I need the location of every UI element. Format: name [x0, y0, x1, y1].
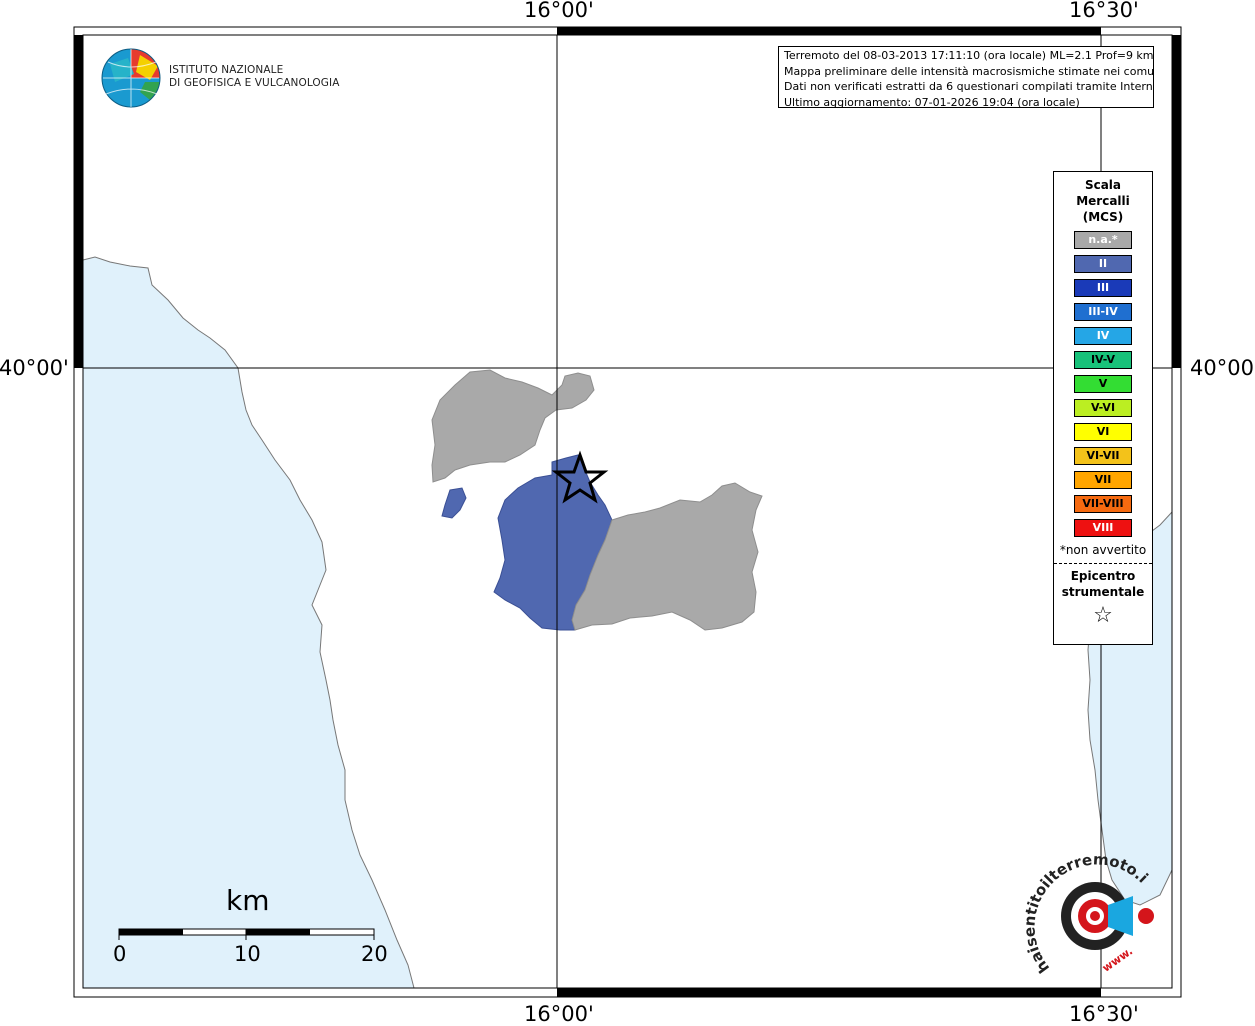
legend-epicenter-line2: strumentale [1061, 585, 1145, 599]
lon-label-bottom-16-00: 16°00' [524, 1002, 594, 1026]
scale-bar [118, 928, 375, 940]
tyrrhenian-sea [82, 256, 415, 989]
municipality-intensity-ii [493, 454, 613, 631]
mcs-legend: Scala Mercalli (MCS) n.a.* II III III-IV IV I… [1053, 171, 1153, 645]
legend-item: VII-VIII [1074, 495, 1132, 513]
scale-tick-20: 20 [361, 942, 388, 966]
event-info-line1: Terremoto del 08-03-2013 17:11:10 (ora l… [784, 49, 1154, 62]
ingv-name-line1: ISTITUTO NAZIONALE [169, 64, 284, 76]
event-info-line4: Ultimo aggiornamento: 07-01-2026 19:04 (… [784, 95, 1080, 108]
frame-band-right [1172, 35, 1181, 368]
legend-title-line3: (MCS) [1082, 210, 1124, 224]
epicenter-star [551, 450, 609, 504]
legend-item: VII [1074, 471, 1132, 489]
legend-item: VIII [1074, 519, 1132, 537]
legend-item: VI [1074, 423, 1132, 441]
legend-note: *non avvertito [1059, 543, 1147, 557]
scale-tick-10: 10 [234, 942, 261, 966]
frame-band-left [74, 35, 83, 368]
municipality-na-islet [441, 487, 467, 519]
legend-item: III-IV [1074, 303, 1132, 321]
lon-label-top-16-30: 16°30' [1069, 0, 1139, 22]
event-info-line3: Dati non verificati estratti da 6 questi… [784, 80, 1154, 93]
municipality-na-east [571, 482, 763, 631]
legend-item: V-VI [1074, 399, 1132, 417]
legend-epicenter-line1: Epicentro [1070, 569, 1136, 583]
legend-title-line1: Scala [1084, 178, 1122, 192]
legend-item: VI-VII [1074, 447, 1132, 465]
legend-item: IV-V [1074, 351, 1132, 369]
legend-epicenter-star-icon: ☆ [1093, 603, 1113, 628]
frame-band-bottom [557, 988, 1101, 997]
lon-label-bottom-16-30: 16°30' [1069, 1002, 1139, 1026]
legend-item: II [1074, 255, 1132, 273]
event-info-line2: Mappa preliminare delle intensità macros… [784, 64, 1154, 78]
ingv-logo-icon [101, 48, 161, 108]
ingv-name: ISTITUTO NAZIONALE DI GEOFISICA E VULCAN… [169, 64, 340, 90]
legend-item: n.a.* [1074, 231, 1132, 249]
legend-item: III [1074, 279, 1132, 297]
legend-title-line2: Mercalli [1076, 194, 1130, 208]
legend-items: n.a.* II III III-IV IV IV-V V V-VI VI VI-VII VII VI… [1054, 231, 1152, 537]
municipality-na-north [431, 369, 595, 483]
haisentito-badge-icon [1061, 882, 1154, 950]
ingv-name-line2: DI GEOFISICA E VULCANOLOGIA [169, 77, 340, 89]
scale-unit: km [226, 884, 270, 917]
legend-divider [1054, 563, 1152, 564]
frame-band-top [557, 27, 1101, 35]
scale-tick-0: 0 [113, 942, 127, 966]
lat-label-right: 40°00' [1190, 356, 1255, 380]
legend-item: V [1074, 375, 1132, 393]
legend-title: Scala Mercalli (MCS) [1054, 177, 1152, 225]
event-info-box: Terremoto del 08-03-2013 17:11:10 (ora l… [778, 46, 1154, 108]
legend-epicenter-title: Epicentro strumentale [1054, 568, 1152, 600]
legend-item: IV [1074, 327, 1132, 345]
lat-label-left: 40°00' [0, 356, 69, 380]
lon-label-top-16-00: 16°00' [524, 0, 594, 22]
